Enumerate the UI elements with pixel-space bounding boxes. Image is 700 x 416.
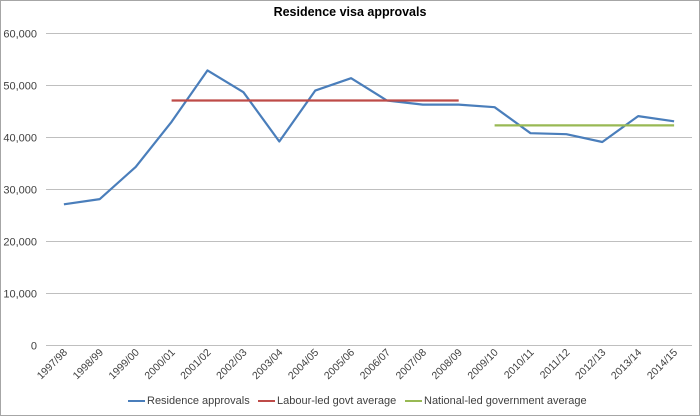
series-lines <box>63 69 675 206</box>
legend-item-labour-average: Labour-led govt average <box>258 395 396 407</box>
x-axis-labels: 1997/98 1998/99 1999/00 2000/01 2001/02 2002/… <box>35 347 681 382</box>
x-tick-label: 2010/11 <box>502 347 537 382</box>
x-tick-label: 2008/09 <box>430 347 465 382</box>
legend-item-national-average: National-led government average <box>405 395 587 407</box>
y-axis-labels: 0 10,000 20,000 30,000 40,000 50,000 60,000 <box>3 29 37 353</box>
x-tick-label: 2004/05 <box>286 347 321 382</box>
legend: Residence approvals Labour-led govt aver… <box>0 395 700 411</box>
x-tick-label: 2002/03 <box>214 347 249 382</box>
x-tick-label: 2007/08 <box>394 347 429 382</box>
x-tick-label: 1997/98 <box>35 347 70 382</box>
y-tick-label: 20,000 <box>3 237 37 249</box>
chart-title: Residence visa approvals <box>273 5 427 19</box>
y-tick-label: 40,000 <box>3 133 37 145</box>
x-tick-label: 2001/02 <box>178 347 213 382</box>
y-tick-label: 30,000 <box>3 185 37 197</box>
series-line-residence-approvals <box>63 69 675 206</box>
y-tick-label: 0 <box>31 341 37 353</box>
x-tick-label: 1999/00 <box>107 347 142 382</box>
x-tick-label: 2009/10 <box>465 347 500 382</box>
legend-swatch-blue <box>128 400 145 402</box>
x-tick-label: 1998/99 <box>71 347 106 382</box>
x-tick-label: 2012/13 <box>573 347 608 382</box>
x-tick-label: 2011/12 <box>538 347 573 382</box>
x-tick-label: 2000/01 <box>142 347 177 382</box>
x-tick-label: 2003/04 <box>250 347 285 382</box>
legend-swatch-green <box>405 400 422 402</box>
legend-label: National-led government average <box>424 395 587 407</box>
y-tick-label: 60,000 <box>3 29 37 41</box>
legend-label: Labour-led govt average <box>277 395 397 407</box>
legend-item-residence-approvals: Residence approvals <box>128 395 250 407</box>
legend-label: Residence approvals <box>147 395 250 407</box>
x-tick-label: 2013/14 <box>609 347 644 382</box>
y-tick-label: 10,000 <box>3 289 37 301</box>
x-tick-label: 2006/07 <box>358 347 393 382</box>
gridlines <box>46 33 692 346</box>
x-tick-label: 2005/06 <box>322 347 357 382</box>
y-tick-label: 50,000 <box>3 81 37 93</box>
x-tick-label: 2014/15 <box>645 347 680 382</box>
legend-swatch-red <box>258 400 275 402</box>
